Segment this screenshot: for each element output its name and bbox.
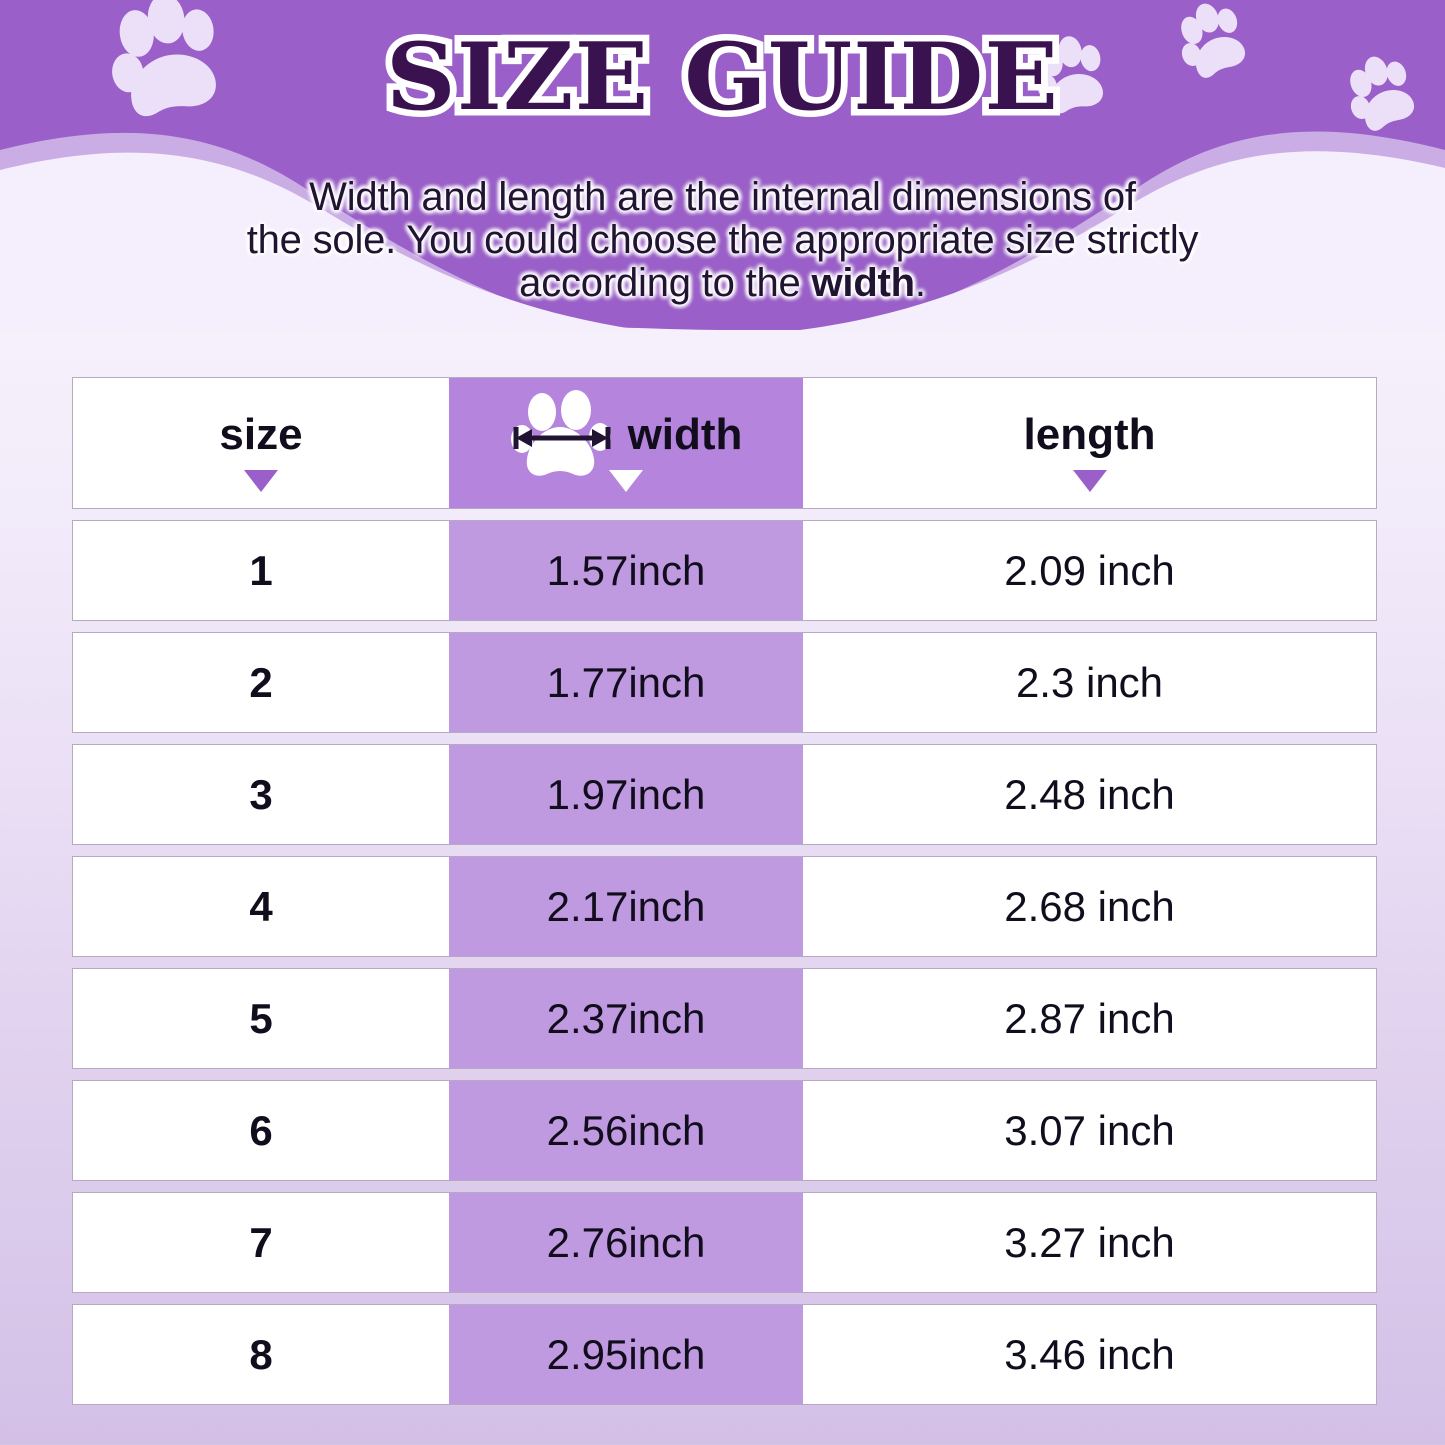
paw-width-measure-icon xyxy=(510,390,611,476)
column-header-length: length xyxy=(803,378,1376,508)
subtitle-period: . xyxy=(914,261,926,306)
cell-width: 2.56inch xyxy=(449,1081,803,1180)
table-row[interactable]: 7 2.76inch 3.27 inch xyxy=(72,1192,1377,1293)
cell-length: 2.09 inch xyxy=(1004,546,1175,594)
cell-size: 3 xyxy=(249,770,273,818)
cell-size: 1 xyxy=(249,546,273,594)
chevron-down-icon xyxy=(609,470,643,492)
cell-width: 1.97inch xyxy=(449,745,803,844)
column-header-size: size xyxy=(73,378,449,508)
table-row[interactable]: 5 2.37inch 2.87 inch xyxy=(72,968,1377,1069)
cell-size: 8 xyxy=(249,1330,273,1378)
header-banner xyxy=(0,0,1445,330)
cell-length: 2.48 inch xyxy=(1004,770,1175,818)
cell-length: 3.46 inch xyxy=(1004,1330,1175,1378)
cell-length: 2.87 inch xyxy=(1004,994,1175,1042)
table-row[interactable]: 8 2.95inch 3.46 inch xyxy=(72,1304,1377,1405)
table-body: 1 1.57inch 2.09 inch 2 1.77inch 2.3 inch 3 1.97… xyxy=(72,520,1377,1405)
column-header-size-label: size xyxy=(219,410,303,459)
cell-size: 6 xyxy=(249,1106,273,1154)
table-row[interactable]: 3 1.97inch 2.48 inch xyxy=(72,744,1377,845)
subtitle-bold-width: width xyxy=(811,261,916,306)
cell-width: 2.37inch xyxy=(449,969,803,1068)
chevron-down-icon xyxy=(1072,470,1107,492)
table-row[interactable]: 4 2.17inch 2.68 inch xyxy=(72,856,1377,957)
subtitle-description: Width and length are the internal dimens… xyxy=(0,175,1445,306)
cell-length: 3.07 inch xyxy=(1004,1106,1175,1154)
subtitle-line-3-text: according to the xyxy=(519,261,812,306)
subtitle-line-2: the sole. You could choose the appropria… xyxy=(246,218,1199,263)
table-row[interactable]: 1 1.57inch 2.09 inch xyxy=(72,520,1377,621)
table-header-row: size xyxy=(72,377,1377,509)
table-row[interactable]: 6 2.56inch 3.07 inch xyxy=(72,1080,1377,1181)
cell-size: 4 xyxy=(249,882,273,930)
cell-width: 2.95inch xyxy=(449,1305,803,1404)
cell-length: 2.3 inch xyxy=(1015,658,1164,706)
page-title: SIZE GUIDE xyxy=(379,22,1065,131)
cell-size: 2 xyxy=(249,658,273,706)
column-header-width: width xyxy=(449,378,803,508)
cell-width: 2.17inch xyxy=(449,857,803,956)
cell-width: 1.77inch xyxy=(449,633,803,732)
size-guide-table: size xyxy=(72,377,1377,1405)
column-header-length-label: length xyxy=(1023,410,1156,459)
cell-size: 5 xyxy=(249,994,273,1042)
subtitle-line-3: according to the width. xyxy=(0,262,1445,305)
table-row[interactable]: 2 1.77inch 2.3 inch xyxy=(72,632,1377,733)
subtitle-line-1: Width and length are the internal dimens… xyxy=(309,175,1136,219)
cell-length: 2.68 inch xyxy=(1004,882,1175,930)
cell-width: 1.57inch xyxy=(449,521,803,620)
chevron-down-icon xyxy=(244,470,278,492)
column-header-width-label: width xyxy=(627,410,743,459)
column-header-width-inner: width xyxy=(510,387,743,483)
cell-length: 3.27 inch xyxy=(1004,1218,1175,1266)
cell-size: 7 xyxy=(249,1218,273,1266)
cell-width: 2.76inch xyxy=(449,1193,803,1292)
